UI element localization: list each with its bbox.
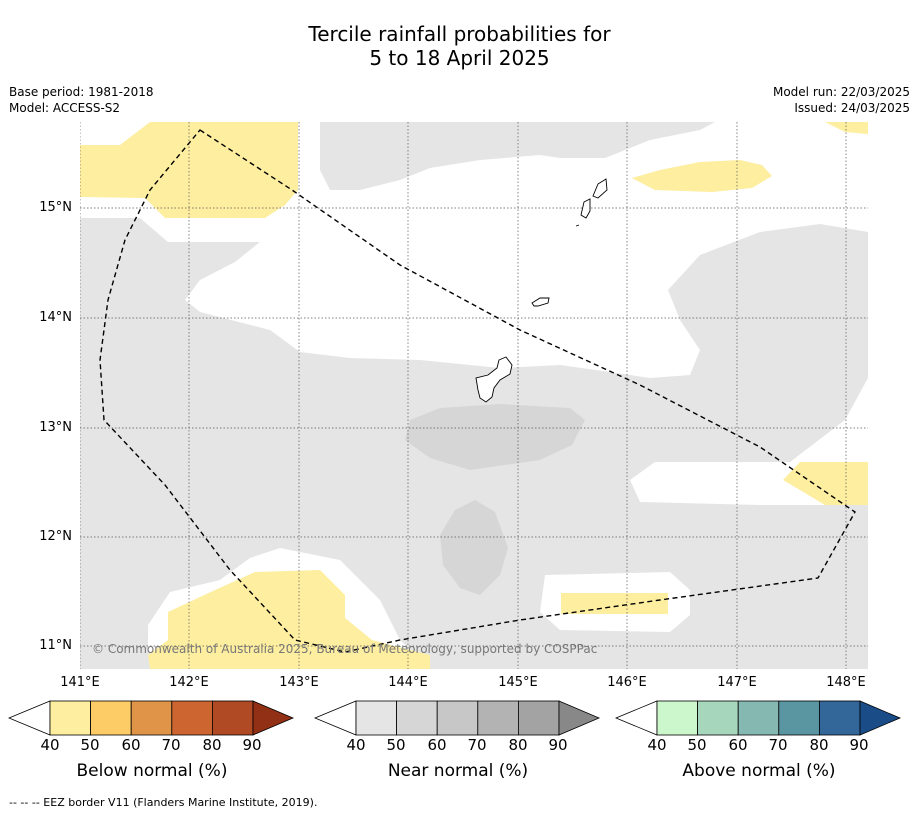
colorbar-cell <box>396 700 438 736</box>
colorbar-tick: 40 <box>647 736 667 754</box>
lon-label: 146°E <box>607 675 647 690</box>
colorbar-title-below: Below normal (%) <box>76 761 228 781</box>
near-normal-region-darker-1 <box>405 404 585 470</box>
colorbar-cell <box>818 700 861 736</box>
colorbar-tick: 60 <box>427 736 447 754</box>
below-normal-region-southwest <box>148 570 430 669</box>
colorbar-above-min-arrow <box>615 700 658 736</box>
colorbar-max-arrow <box>859 700 902 736</box>
below-normal-region-south <box>561 593 668 614</box>
title-line-1: Tercile rainfall probabilities for <box>308 22 611 46</box>
lat-label: 15°N <box>39 200 72 215</box>
title-line-2: 5 to 18 April 2025 <box>369 46 550 70</box>
issued-date: Issued: 24/03/2025 <box>794 101 910 115</box>
colorbar-tick: 90 <box>849 736 869 754</box>
colorbar-tick: 50 <box>687 736 707 754</box>
below-normal-region-east <box>783 462 868 505</box>
colorbar-tick: 70 <box>768 736 788 754</box>
chart-title: Tercile rainfall probabilities for 5 to … <box>0 22 919 70</box>
colorbar-cell <box>171 700 213 736</box>
colorbar-tick: 40 <box>40 736 60 754</box>
island-tinian <box>580 198 591 219</box>
lat-label: 14°N <box>39 310 72 325</box>
colorbar-max-arrow <box>252 700 295 736</box>
colorbar-near-min-arrow <box>314 700 357 736</box>
colorbar-cell <box>130 700 173 736</box>
island-aguijan <box>575 224 580 227</box>
lon-label: 142°E <box>169 675 209 690</box>
colorbar-below-min-arrow <box>8 700 51 736</box>
colorbar-max-arrow <box>558 700 601 736</box>
lon-label: 148°E <box>826 675 866 690</box>
colorbar-tick: 50 <box>386 736 406 754</box>
colorbar-tick: 60 <box>728 736 748 754</box>
island-guam <box>475 356 513 403</box>
gridlines <box>80 122 868 669</box>
map-plot-area <box>80 122 868 669</box>
eez-footnote: -- -- -- EEZ border V11 (Flanders Marine… <box>9 796 318 809</box>
colorbar-tick: 80 <box>508 736 528 754</box>
colorbar-above-normal <box>615 700 902 736</box>
colorbar-tick: 90 <box>548 736 568 754</box>
colorbar-cell <box>355 700 397 736</box>
colorbar-below-normal <box>8 700 295 736</box>
lon-label: 143°E <box>279 675 319 690</box>
colorbar-title-near: Near normal (%) <box>387 761 529 781</box>
eez-border <box>99 129 856 653</box>
colorbar-title-above: Above normal (%) <box>682 761 836 781</box>
island-saipan <box>592 178 608 199</box>
islands <box>475 178 608 403</box>
colorbar-tick: 60 <box>121 736 141 754</box>
lat-label: 13°N <box>39 420 72 435</box>
colorbar-tick: 90 <box>242 736 262 754</box>
colorbar-tick: 50 <box>80 736 100 754</box>
island-rota <box>531 297 550 307</box>
colorbar-cell <box>49 700 91 736</box>
below-normal-region-northwest <box>80 122 298 218</box>
copyright-notice: © Commonwealth of Australia 2025, Bureau… <box>92 642 598 656</box>
colorbar-cell <box>656 700 698 736</box>
lat-label: 12°N <box>39 529 72 544</box>
near-normal-region-top <box>320 122 715 190</box>
lat-label: 11°N <box>39 638 72 653</box>
colorbar-cell <box>517 700 560 736</box>
lon-label: 145°E <box>498 675 538 690</box>
colorbar-cell <box>697 700 739 736</box>
meta-left: Base period: 1981-2018 Model: ACCESS-S2 <box>9 84 154 116</box>
near-normal-region-darker-2 <box>440 500 508 595</box>
lon-label: 144°E <box>388 675 428 690</box>
colorbar-tick: 80 <box>202 736 222 754</box>
below-normal-region-northeast-2 <box>825 122 868 134</box>
colorbar-cell <box>211 700 254 736</box>
meta-right: Model run: 22/03/2025 Issued: 24/03/2025 <box>773 84 910 116</box>
colorbar-cell <box>436 700 479 736</box>
lon-label: 141°E <box>60 675 100 690</box>
colorbar-tick: 40 <box>346 736 366 754</box>
colorbar-tick: 70 <box>161 736 181 754</box>
model-run: Model run: 22/03/2025 <box>772 85 910 99</box>
colorbar-tick: 80 <box>809 736 829 754</box>
lon-label: 147°E <box>717 675 757 690</box>
colorbar-cell <box>90 700 132 736</box>
colorbar-cell <box>737 700 780 736</box>
colorbar-cell <box>778 700 820 736</box>
colorbar-cell <box>477 700 519 736</box>
colorbar-tick: 70 <box>467 736 487 754</box>
colorbar-near-normal <box>314 700 601 736</box>
model-name: Model: ACCESS-S2 <box>9 101 121 115</box>
base-period: Base period: 1981-2018 <box>9 85 154 99</box>
